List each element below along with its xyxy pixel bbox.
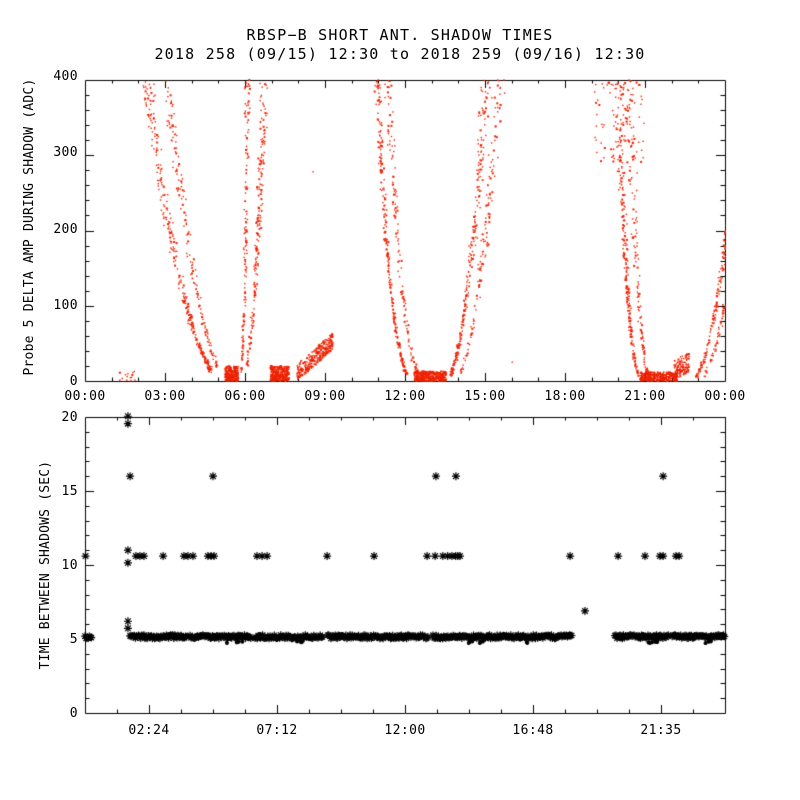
top-x-tick-label: 12:00	[384, 389, 426, 404]
bottom-y-tick-label: 20	[61, 410, 78, 425]
bottom-x-tick-label: 16:48	[512, 723, 554, 738]
top-x-tick-label: 03:00	[144, 389, 186, 404]
bottom-x-tick-label: 12:00	[384, 723, 426, 738]
bottom-y-tick-label: 10	[61, 558, 78, 573]
top-y-tick-label: 300	[53, 145, 78, 160]
top-x-tick-label: 09:00	[304, 389, 346, 404]
top-x-tick-label: 00:00	[64, 389, 106, 404]
top-x-tick-label: 21:00	[624, 389, 666, 404]
bottom-y-tick-label: 0	[69, 706, 78, 721]
bottom-x-tick-label: 07:12	[256, 723, 298, 738]
top-x-tick-label: 15:00	[464, 389, 506, 404]
bottom-x-tick-label: 02:24	[128, 723, 170, 738]
bottom-y-tick-label: 5	[69, 632, 78, 647]
page-subtitle: 2018 258 (09/15) 12:30 to 2018 259 (09/1…	[154, 45, 646, 63]
top-y-tick-label: 200	[53, 222, 78, 237]
page-title: RBSP−B SHORT ANT. SHADOW TIMES	[246, 26, 554, 44]
top-x-tick-label: 18:00	[544, 389, 586, 404]
top-y-tick-label: 100	[53, 298, 78, 313]
top-x-tick-label: 00:00	[704, 389, 746, 404]
bottom-x-tick-label: 21:35	[640, 723, 682, 738]
top-x-tick-label: 06:00	[224, 389, 266, 404]
top-y-tick-label: 400	[53, 69, 78, 84]
top-y-tick-label: 0	[69, 374, 78, 389]
bottom-y-tick-label: 15	[61, 484, 78, 499]
